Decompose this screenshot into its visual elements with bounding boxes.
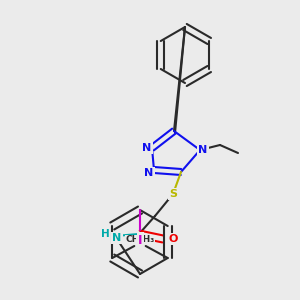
Text: N: N [198, 145, 208, 155]
Text: S: S [169, 189, 177, 199]
Text: N: N [112, 233, 122, 243]
Text: CH₃: CH₃ [125, 235, 144, 244]
Text: CH₃: CH₃ [136, 235, 155, 244]
Text: N: N [142, 143, 152, 153]
Text: O: O [168, 234, 178, 244]
Text: I: I [138, 233, 142, 247]
Text: H: H [100, 229, 109, 239]
Text: N: N [144, 168, 154, 178]
